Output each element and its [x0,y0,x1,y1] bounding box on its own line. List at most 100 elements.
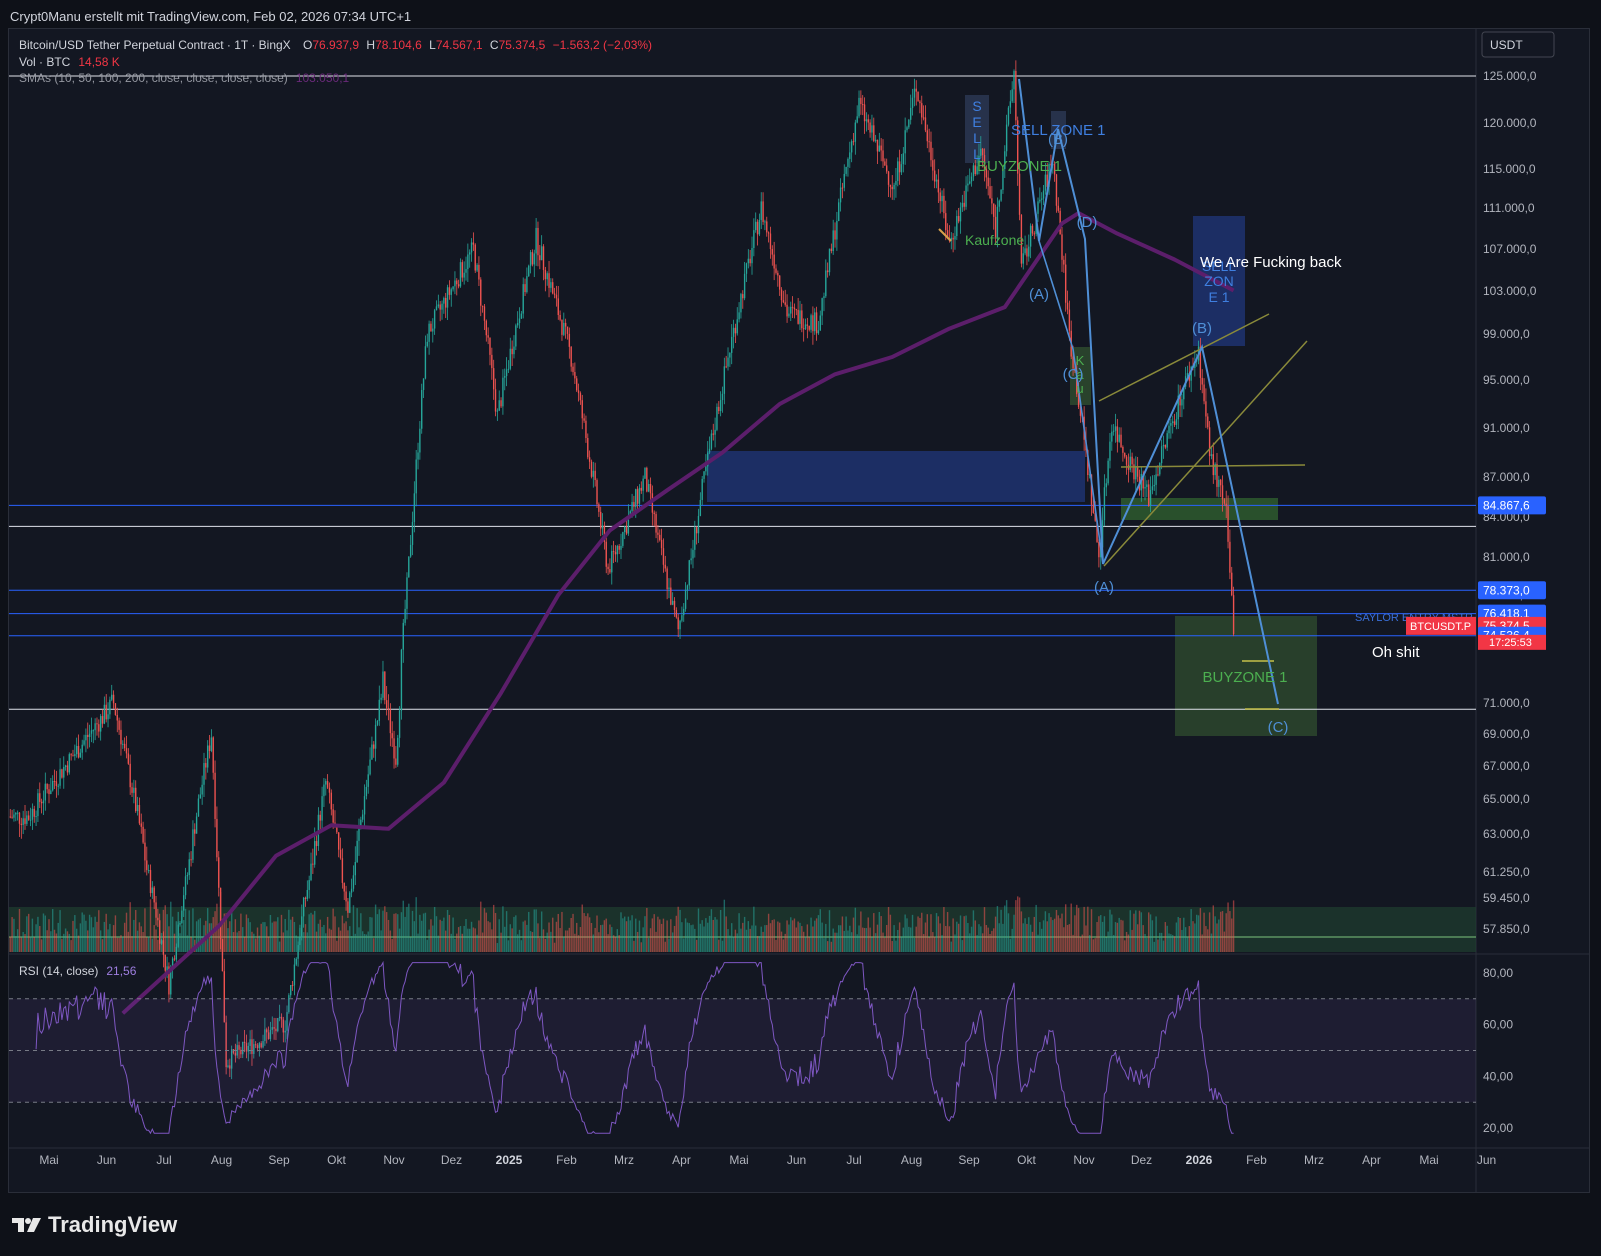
chart-svg[interactable]: S E L L SELL ZONE 1 BUYZONE 1 Kaufzone K… [9,29,1589,1192]
volume-bar [151,938,154,952]
candle [1000,188,1002,202]
candle [566,326,569,340]
candle [214,760,216,828]
volume-bar [764,925,766,952]
volume-bar [229,921,231,952]
trendline-lower-wedge[interactable] [1103,340,1308,567]
wave-label-c1: (C) [1063,366,1084,383]
volume-bar [1188,926,1191,952]
volume-bar [201,936,203,952]
candle [290,984,292,998]
candle [140,813,142,834]
candle [762,192,764,225]
candle [483,303,486,330]
candle [1005,114,1008,157]
candle [395,746,397,768]
candle [1219,478,1222,498]
candle [341,848,344,889]
price-tick: 103.000,0 [1483,284,1537,298]
trendline-horizontal[interactable] [1120,464,1306,468]
candle [614,545,617,562]
time-axis[interactable]: Mai Jun Jul Aug Sep Okt Nov Dez 2025 Feb Mrz Apr Mai… [39,1153,1496,1167]
countdown-tag: 17:25:53 [1478,634,1546,650]
volume-bar [70,940,72,952]
candle [387,694,390,721]
green-demand-zone[interactable] [1121,498,1278,520]
volume-bar [902,927,905,952]
volume-bar [707,922,709,952]
volume-bar [254,938,257,952]
candle [13,808,15,822]
candle [930,131,932,167]
candle [743,261,746,301]
svg-text:17:25:53: 17:25:53 [1489,637,1532,649]
volume-bar [684,918,687,952]
candle [826,262,829,278]
volume-bar [290,919,292,952]
volume-bar [1122,920,1124,952]
volume-bar [181,925,183,952]
volume-bar [40,939,43,952]
volume-bar [367,931,369,952]
volume-bar [564,930,567,952]
volume-bar [1208,912,1211,952]
sell-zone-2-line-3: E 1 [1208,289,1229,305]
candle [29,807,32,827]
candle [572,363,574,376]
candle [983,148,986,182]
tradingview-logo[interactable]: TradingView [12,1212,177,1238]
volume-bar [636,931,639,952]
symbol-title[interactable]: Bitcoin/USD Tether Perpetual Contract · … [19,38,291,52]
volume-bar [1155,916,1157,952]
volume-bar [745,929,748,952]
volume-bar [740,928,742,952]
candle [181,906,183,925]
volume-bar [13,918,15,952]
candle [786,294,788,323]
trendline-upper-wedge[interactable] [1098,313,1270,402]
candle [1017,116,1019,186]
volume-bar [411,910,414,952]
candle [1212,442,1214,484]
blue-supply-zone[interactable] [707,451,1085,502]
candle [426,333,428,348]
volume-bar [712,919,714,952]
volume-bar [22,931,24,952]
candle [849,141,851,168]
candle [312,848,314,874]
volume-bar [742,922,744,952]
volume-bar [452,917,454,952]
volume-bar [378,909,380,952]
volume-bar [683,938,685,952]
candle [1181,393,1183,418]
candle [9,808,11,819]
candle [622,531,624,548]
volume-bar [286,930,288,952]
volume-bar [66,931,69,952]
rsi-line[interactable] [35,960,1234,1135]
candle [77,734,80,759]
sma-200-line[interactable] [121,211,1235,1015]
volume-bar [703,926,705,952]
volume-bar [478,920,480,952]
volume-bar [1015,900,1017,952]
currency-button[interactable]: USDT [1481,31,1555,58]
volume-bar [806,924,809,952]
volume-bar [326,916,329,952]
candle [891,175,893,200]
volume-bar [677,906,679,952]
volume-bar [922,934,925,952]
rsi-pane[interactable]: 80,00 60,00 40,00 20,00 [9,960,1513,1135]
volume-bar [1074,915,1076,952]
candle [299,924,301,950]
candle [293,957,296,996]
sell-zone-box-1[interactable] [965,95,989,163]
candle [197,794,200,817]
candle [778,275,781,296]
candle [461,259,464,282]
time-tick: Jun [97,1153,116,1167]
sell-vertical-s: S [972,98,981,114]
volume-bar [509,924,511,952]
elliott-wave-left[interactable] [1038,240,1104,565]
candle [815,306,818,341]
